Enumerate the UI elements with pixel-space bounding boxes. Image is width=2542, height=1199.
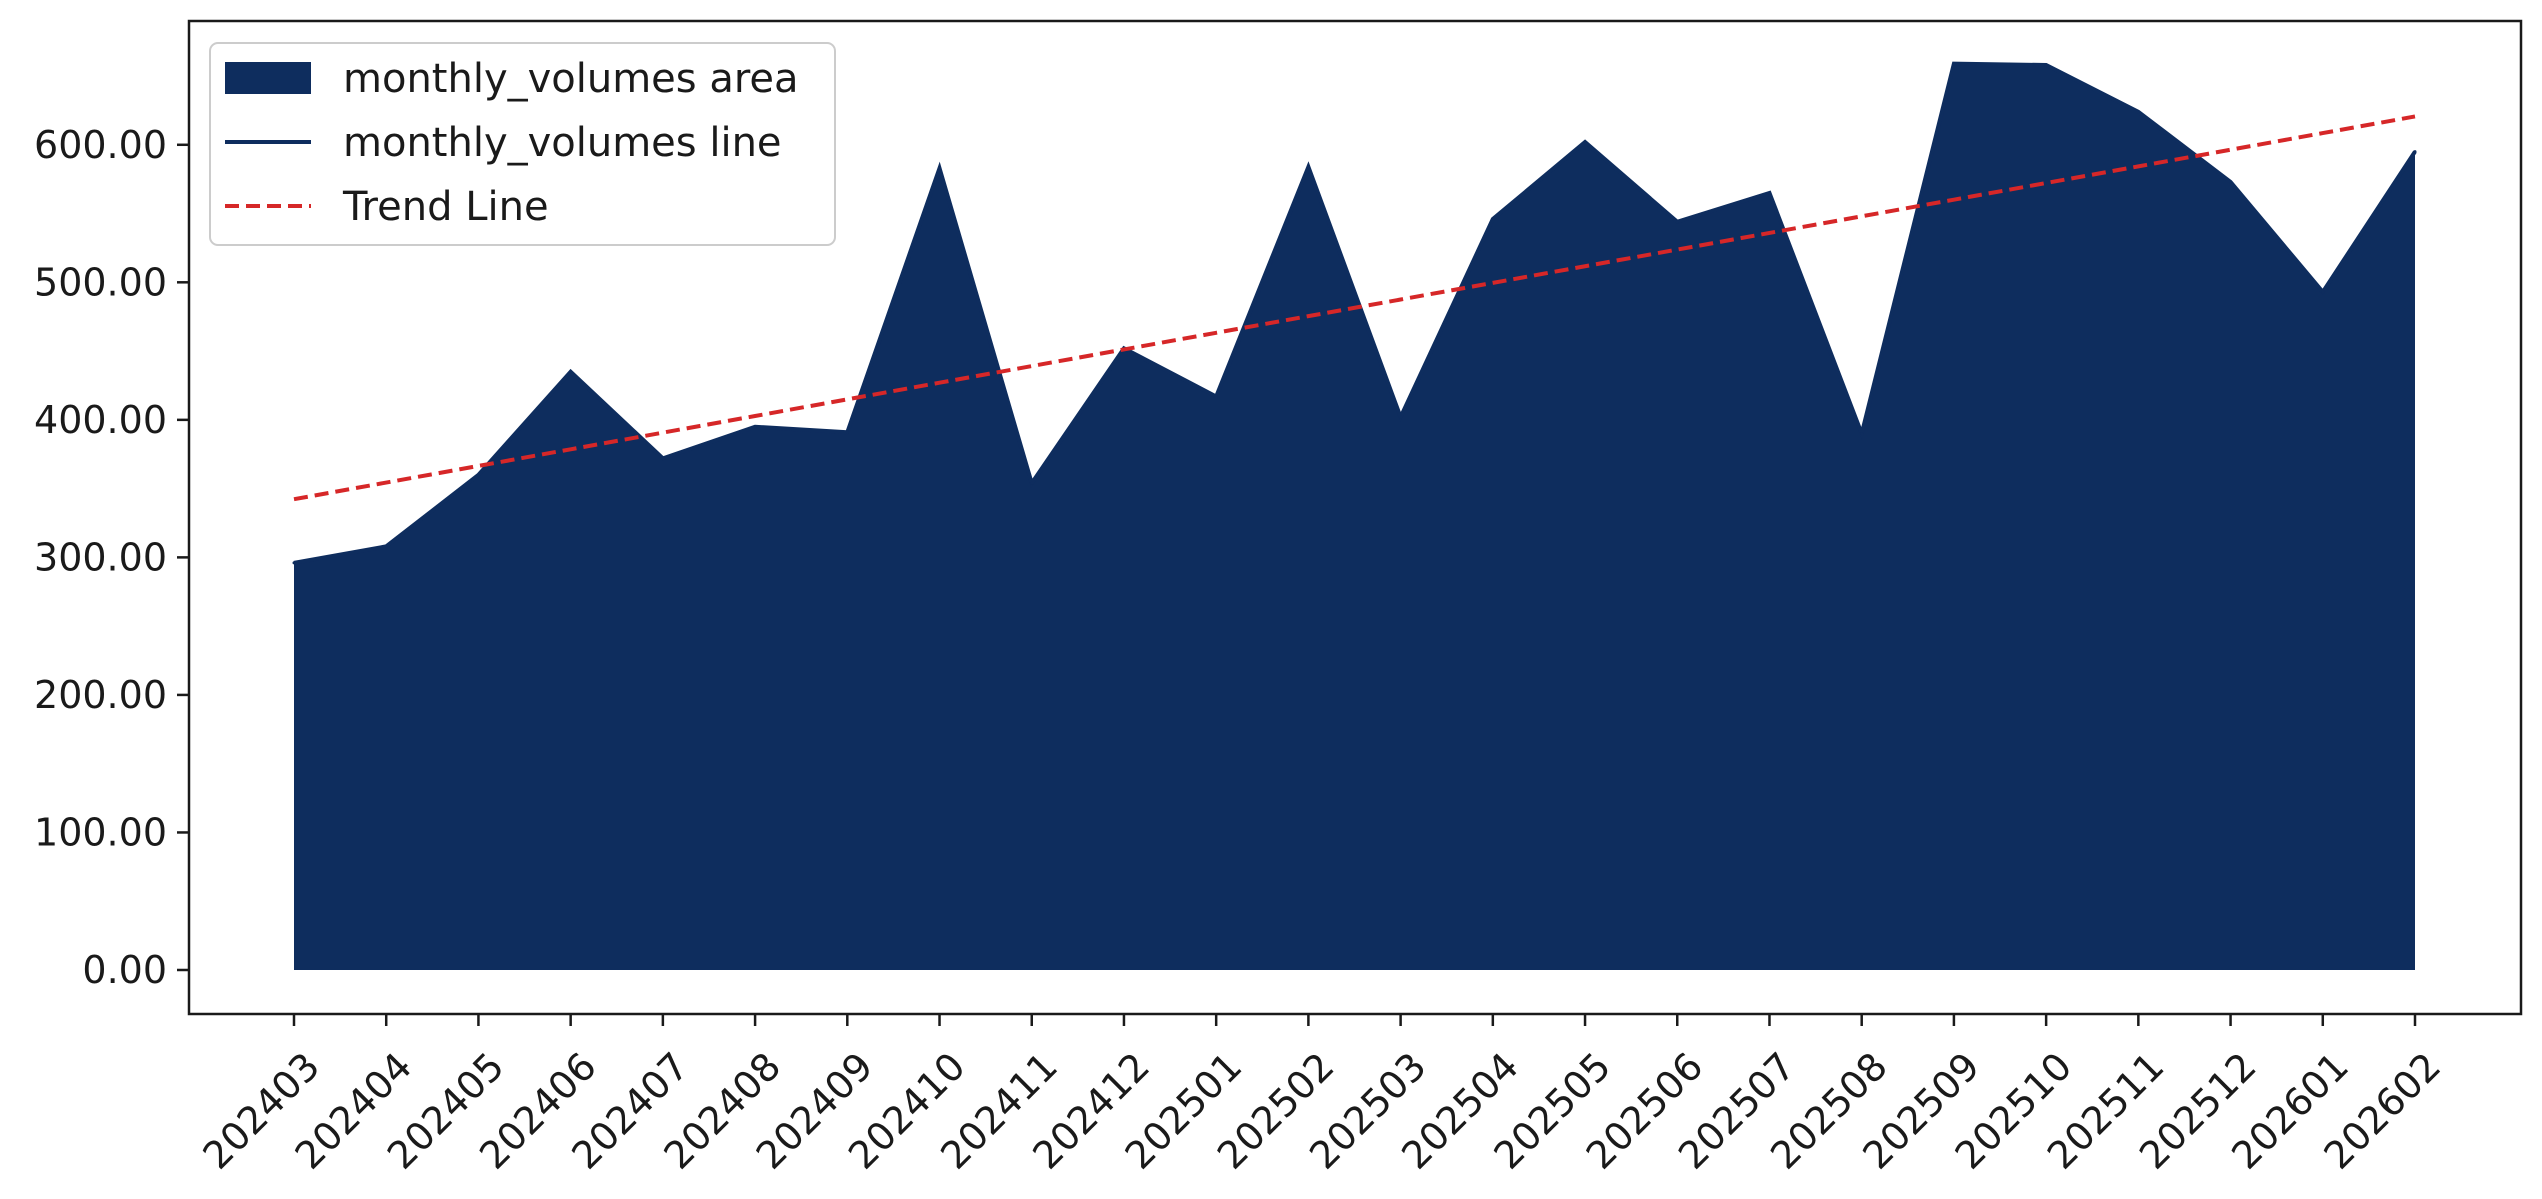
data-point — [1030, 481, 1034, 485]
data-point — [1306, 165, 1310, 169]
legend: monthly_volumes area monthly_volumes line… — [209, 42, 836, 246]
data-point — [2136, 110, 2140, 114]
data-point — [2321, 290, 2325, 294]
data-point — [938, 166, 942, 170]
y-tick-label: 300.00 — [34, 535, 167, 579]
data-point — [1860, 432, 1864, 436]
data-point — [845, 430, 849, 434]
legend-label: monthly_volumes area — [343, 56, 799, 102]
y-tick-label: 0.00 — [82, 948, 167, 992]
legend-label: Trend Line — [342, 184, 549, 230]
legend-box — [209, 42, 836, 246]
data-point — [1214, 394, 1218, 398]
trend-line — [293, 114, 2416, 502]
data-point — [2044, 63, 2048, 67]
data-point — [292, 561, 296, 565]
data-point — [1767, 191, 1771, 195]
data-point — [1675, 220, 1679, 224]
data-point — [2413, 150, 2417, 154]
data-point — [1952, 62, 1956, 66]
data-point — [1583, 140, 1587, 144]
legend-label: monthly_volumes line — [343, 120, 782, 166]
data-point — [384, 544, 388, 548]
data-point — [1491, 217, 1495, 221]
data-point — [2229, 180, 2233, 184]
y-tick-label: 100.00 — [34, 810, 167, 854]
y-tick-label: 600.00 — [34, 123, 167, 167]
area-fill — [294, 63, 2415, 970]
legend-swatch-area — [225, 62, 311, 94]
plot-frame — [187, 19, 2523, 1016]
data-point — [569, 370, 573, 374]
data-point — [476, 473, 480, 477]
y-tick-label: 200.00 — [34, 673, 167, 717]
volume-line — [293, 61, 2417, 565]
y-tick-label: 400.00 — [34, 398, 167, 442]
y-tick-label: 500.00 — [34, 260, 167, 304]
trend-layer — [293, 114, 2416, 502]
data-point — [1399, 415, 1403, 419]
data-point — [753, 425, 757, 429]
y-axis: 0.00 100.00 200.00 300.00 400.00 500.00 600.00 — [34, 123, 189, 992]
area-layer — [292, 61, 2417, 970]
data-point — [661, 456, 665, 460]
